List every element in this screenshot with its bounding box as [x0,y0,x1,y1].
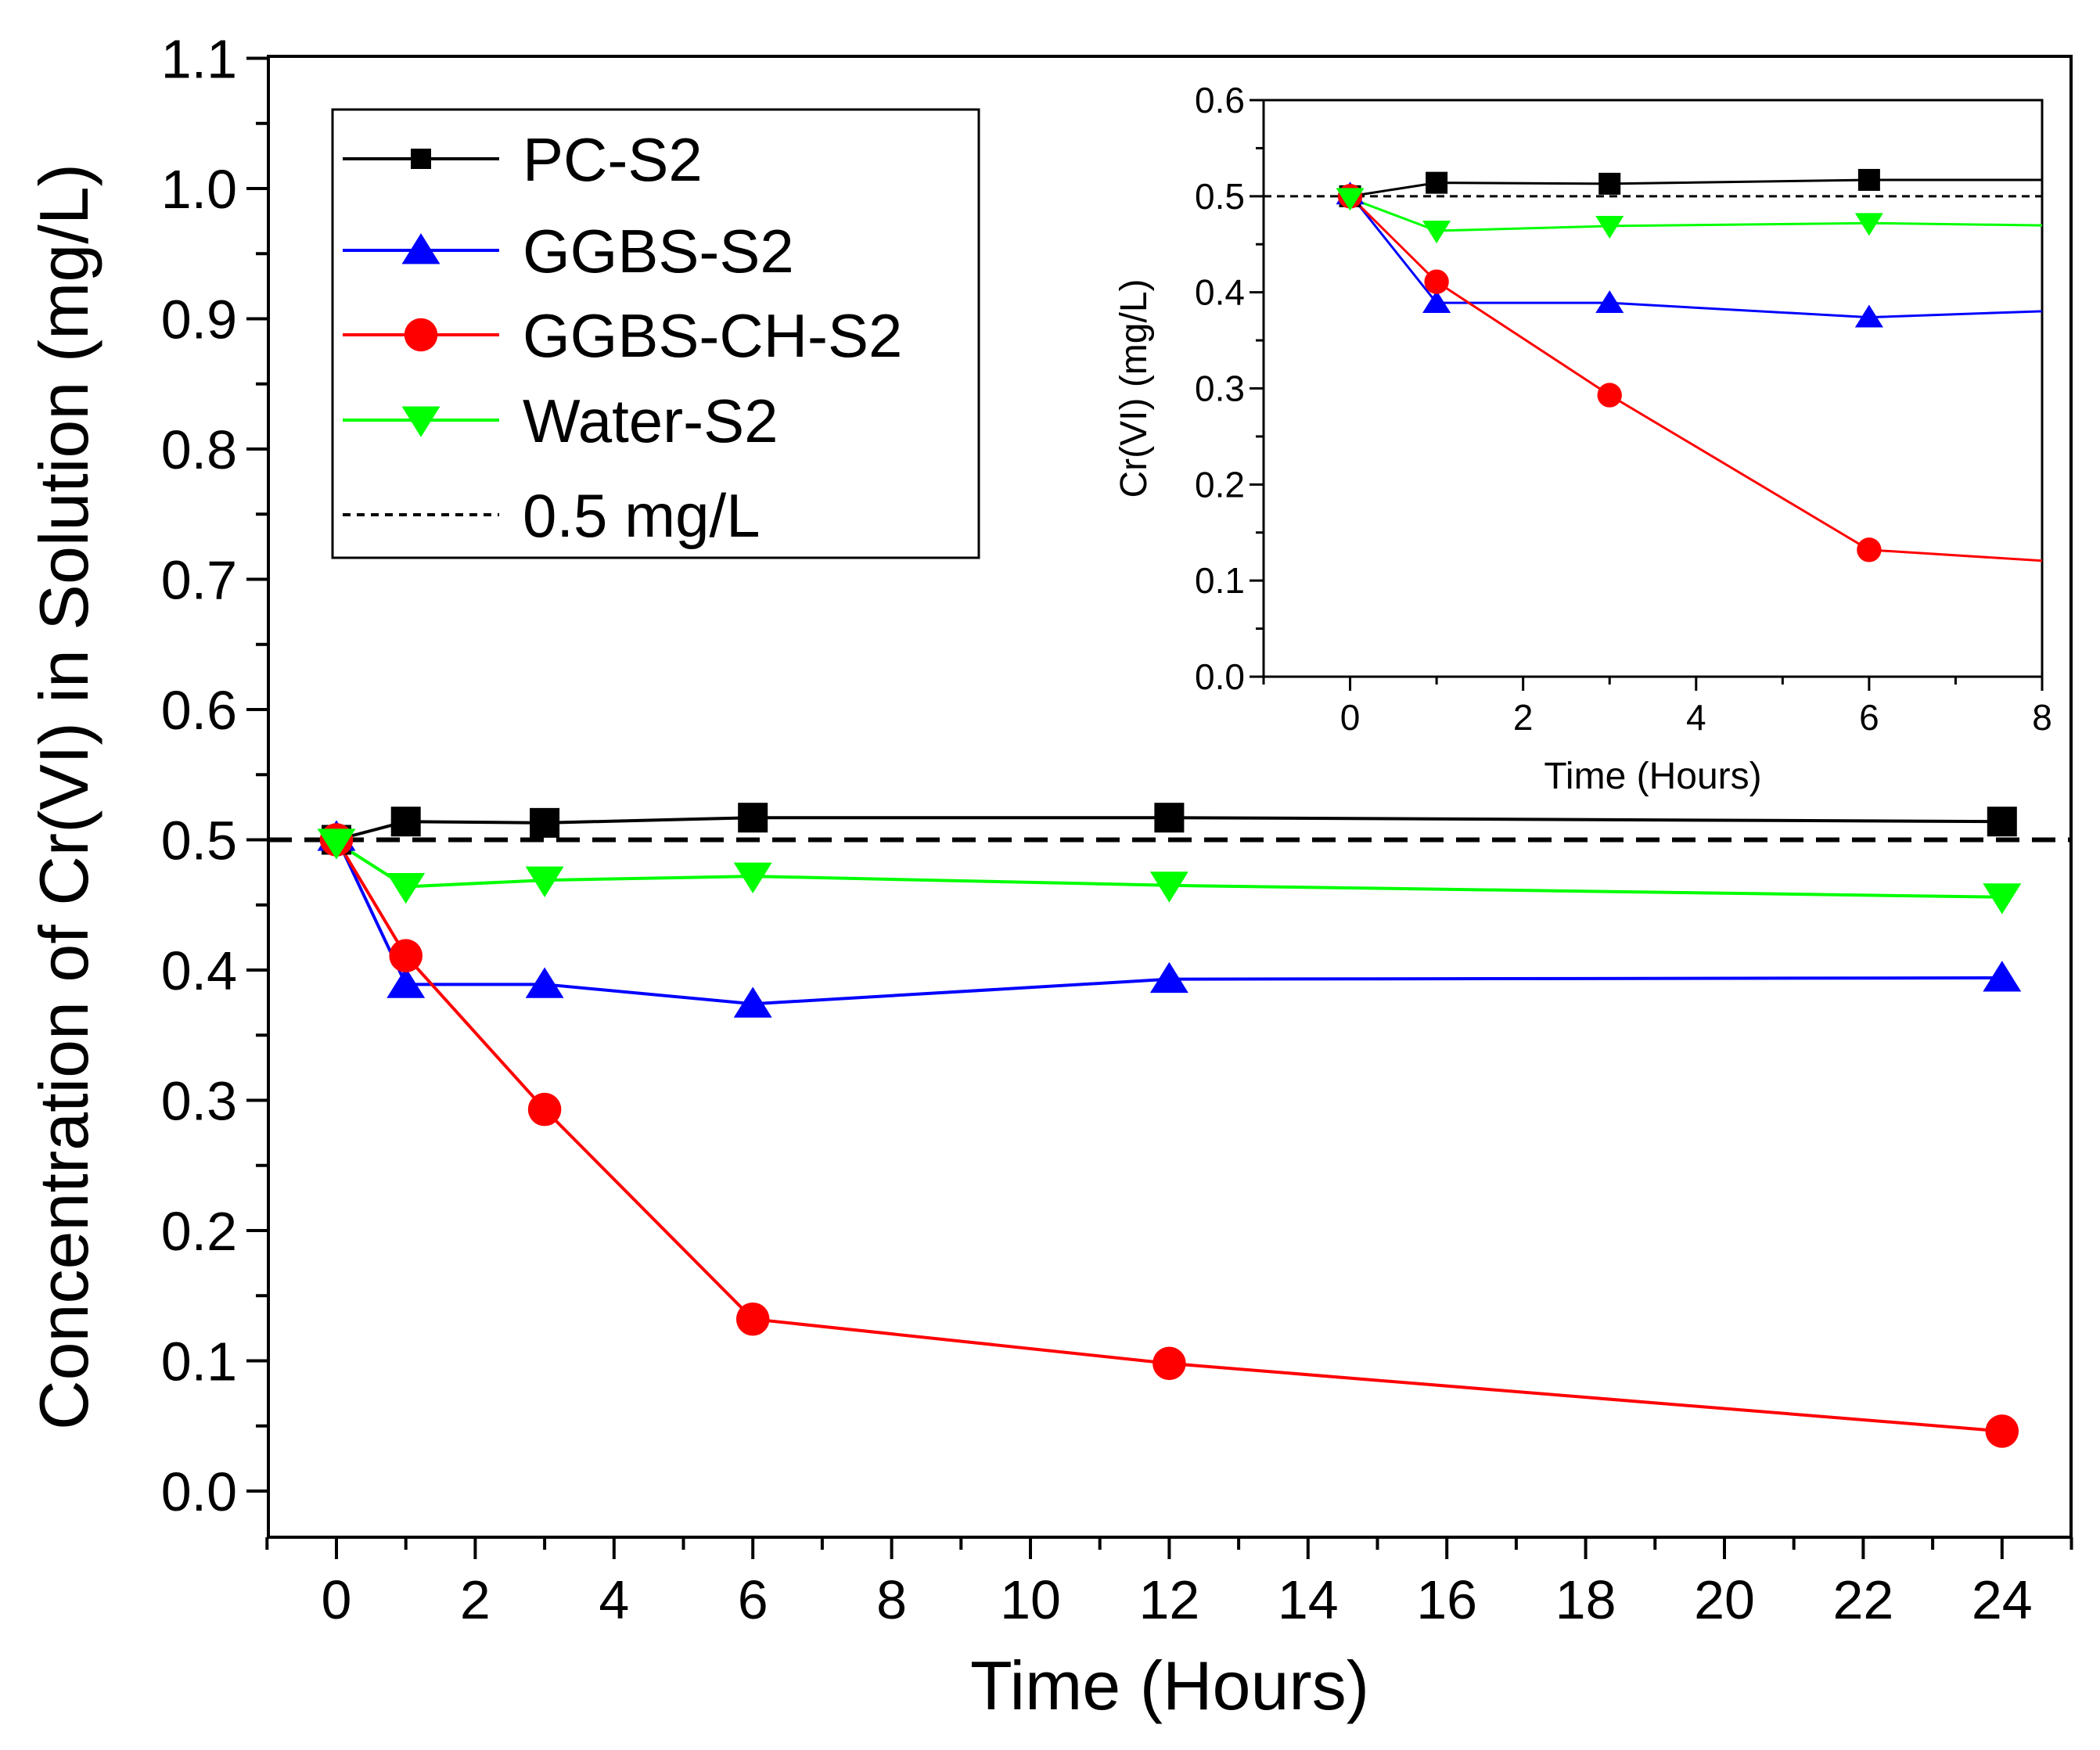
legend-label-GGBS-S2: GGBS-S2 [523,217,794,286]
inset-x-tick-label: 8 [2032,697,2052,738]
point-GGBS-CH-S2 [389,939,423,972]
inset-plot-frame [1262,99,2044,678]
x-tick-label: 18 [1555,1569,1616,1630]
point-Water-S2 [1983,883,2022,915]
inset-y-tick-label: 0.0 [1195,656,1245,697]
point-GGBS-S2 [387,967,426,998]
inset-point-Water-S2 [1595,216,1624,239]
inset-point-GGBS-S2 [1422,290,1451,314]
inset-point-PC-S2 [1426,171,1448,194]
legend-marker-Water-S2 [401,406,440,437]
inset-x-tick-label: 2 [1513,697,1534,738]
legend-label-GGBS-CH-S2: GGBS-CH-S2 [523,301,902,370]
x-tick-label: 6 [738,1569,768,1630]
x-tick-label: 14 [1278,1569,1339,1630]
legend-label-reference: 0.5 mg/L [523,481,761,550]
x-tick-label: 24 [1972,1569,2033,1630]
legend-marker-GGBS-S2 [401,233,440,264]
x-tick-label: 2 [460,1569,491,1630]
y-tick-label: 0.6 [161,680,237,741]
point-GGBS-CH-S2 [735,1302,770,1336]
series-line-GGBS-CH-S2 [335,839,2002,1433]
legend-label-PC-S2: PC-S2 [523,125,703,194]
inset-y-tick-label: 0.2 [1195,464,1245,505]
inset-chart: 0.0 0.1 0.2 0.3 0.4 0.5 0.6 0 2 4 6 8 Time (Hours) Cr… [1113,80,2052,797]
inset-y-tick-label: 0.5 [1195,176,1245,217]
inset-y-tick-label: 0.6 [1195,80,1245,120]
inset-point-GGBS-CH-S2 [1424,269,1449,294]
point-PC-S2 [738,803,768,833]
inset-point-GGBS-S2 [1854,304,1883,328]
inset-data-area [1264,168,2042,562]
inset-point-PC-S2 [1598,172,1621,195]
y-tick-label: 0.8 [161,419,237,480]
point-GGBS-S2 [733,986,772,1018]
y-axis-title: Concentration of Cr(VI) in Solution (mg/… [25,164,102,1430]
inset-x-tick-label: 4 [1686,697,1706,738]
y-tick-label: 0.1 [161,1331,237,1392]
x-tick-label: 8 [876,1569,907,1630]
point-PC-S2 [530,807,560,838]
inset-x-tick-label: 6 [1859,697,1879,738]
inset-point-GGBS-CH-S2 [1857,537,1882,562]
legend: PC-S2 GGBS-S2 GGBS-CH-S2 Water-S2 0.5 mg/L [331,108,980,559]
x-tick-label: 22 [1832,1569,1893,1630]
inset-x-tick-label: 0 [1340,697,1361,738]
y-tick-label: 0.2 [161,1201,237,1262]
inset-x-ticks: 0 2 4 6 8 [1262,677,2052,738]
y-tick-label: 1.0 [161,159,237,220]
point-Water-S2 [525,866,564,897]
inset-point-GGBS-CH-S2 [1597,383,1622,408]
point-GGBS-S2 [525,967,564,998]
inset-point-Water-S2 [1422,221,1451,244]
inset-y-axis-title: Cr(VI) (mg/L) [1113,279,1155,498]
point-GGBS-S2 [1149,961,1188,994]
x-tick-label: 10 [1000,1569,1061,1630]
inset-point-GGBS-S2 [1595,290,1624,314]
point-GGBS-CH-S2 [527,1092,562,1127]
main-x-ticks: 0 2 4 6 8 10 12 14 16 18 20 22 24 [265,1537,2073,1630]
y-tick-label: 0.0 [161,1461,237,1522]
point-Water-S2 [387,872,426,904]
point-GGBS-CH-S2 [1985,1414,2019,1448]
x-axis-title: Time (Hours) [970,1647,1369,1724]
point-Water-S2 [317,828,356,860]
point-Water-S2 [733,862,772,893]
inset-y-tick-label: 0.1 [1195,560,1245,601]
y-tick-label: 0.7 [161,550,237,611]
main-chart: 0.00.10.20.30.40.50.60.70.80.91.01.10 2 4 6… [25,29,2073,1724]
inset-y-tick-label: 0.3 [1195,368,1245,409]
point-PC-S2 [1987,807,2017,837]
y-tick-label: 0.5 [161,810,237,871]
point-PC-S2 [1154,803,1185,833]
point-Water-S2 [1149,871,1188,903]
x-tick-label: 20 [1694,1569,1755,1630]
y-tick-label: 0.9 [161,289,237,350]
x-tick-label: 12 [1138,1569,1199,1630]
inset-y-ticks: 0.0 0.1 0.2 0.3 0.4 0.5 0.6 [1195,80,1264,697]
y-tick-label: 0.3 [161,1071,237,1132]
legend-label-Water-S2: Water-S2 [523,386,779,455]
x-tick-label: 4 [599,1569,629,1630]
x-tick-label: 0 [322,1569,352,1630]
legend-marker-GGBS-CH-S2 [404,318,438,352]
main-y-ticks: 0.0 0.1 0.2 0.3 0.4 0.5 0.6 0.7 0.8 0.9 1.0 1.1 [161,29,268,1522]
inset-point-Water-S2 [1854,213,1883,236]
y-tick-label: 1.1 [161,29,237,90]
inset-point-PC-S2 [1857,168,1880,191]
x-tick-label: 16 [1416,1569,1477,1630]
y-tick-label: 0.4 [161,940,237,1001]
point-GGBS-CH-S2 [1152,1346,1186,1381]
point-PC-S2 [390,807,421,837]
legend-marker-PC-S2 [411,149,431,169]
point-GGBS-S2 [1983,961,2022,992]
inset-y-tick-label: 0.4 [1195,272,1245,313]
inset-point-Water-S2 [1336,188,1365,211]
inset-x-axis-title: Time (Hours) [1544,756,1761,797]
